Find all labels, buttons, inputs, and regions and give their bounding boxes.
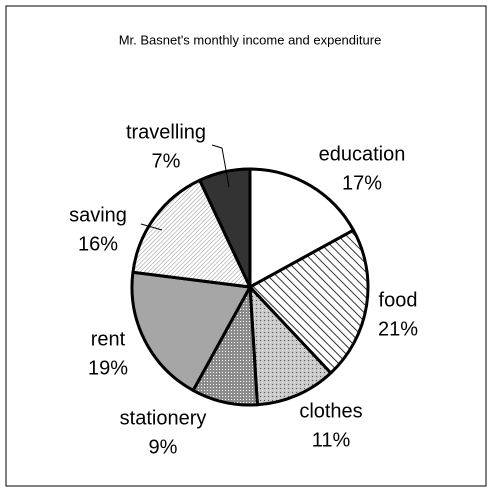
slice-outline	[198, 167, 252, 289]
slice-value-label: 16%	[78, 233, 118, 255]
frame	[5, 5, 487, 487]
leader-line	[221, 147, 230, 188]
slice-value-label: 17%	[342, 172, 382, 194]
slice-outline	[131, 178, 252, 289]
slice-label: education	[319, 143, 406, 165]
slice-value-label: 19%	[88, 357, 128, 379]
slice-label: stationery	[120, 407, 207, 429]
slice-outline	[248, 167, 355, 289]
slice-value-label: 21%	[378, 318, 418, 340]
slice-pattern	[193, 287, 258, 405]
slice-pattern	[132, 180, 250, 287]
slice-value-label: 9%	[149, 436, 178, 458]
slice-pattern	[250, 287, 331, 405]
slice-value-label: 11%	[312, 429, 351, 451]
slice-outline	[248, 228, 370, 375]
slice-label: saving	[69, 204, 127, 226]
slice-pattern	[250, 230, 368, 374]
slice-outline	[248, 285, 333, 407]
slice-value-label: 7%	[152, 150, 181, 172]
slice-label: travelling	[126, 121, 206, 143]
pie-slice	[131, 272, 250, 391]
chart-title: Mr. Basnet's monthly income and expendit…	[119, 32, 382, 47]
slice-label: food	[379, 289, 418, 311]
leader-line	[140, 223, 163, 231]
slice-label: rent	[91, 328, 126, 350]
leader-line	[211, 144, 223, 149]
slice-outline	[130, 270, 252, 392]
slice-label: clothes	[299, 400, 362, 422]
